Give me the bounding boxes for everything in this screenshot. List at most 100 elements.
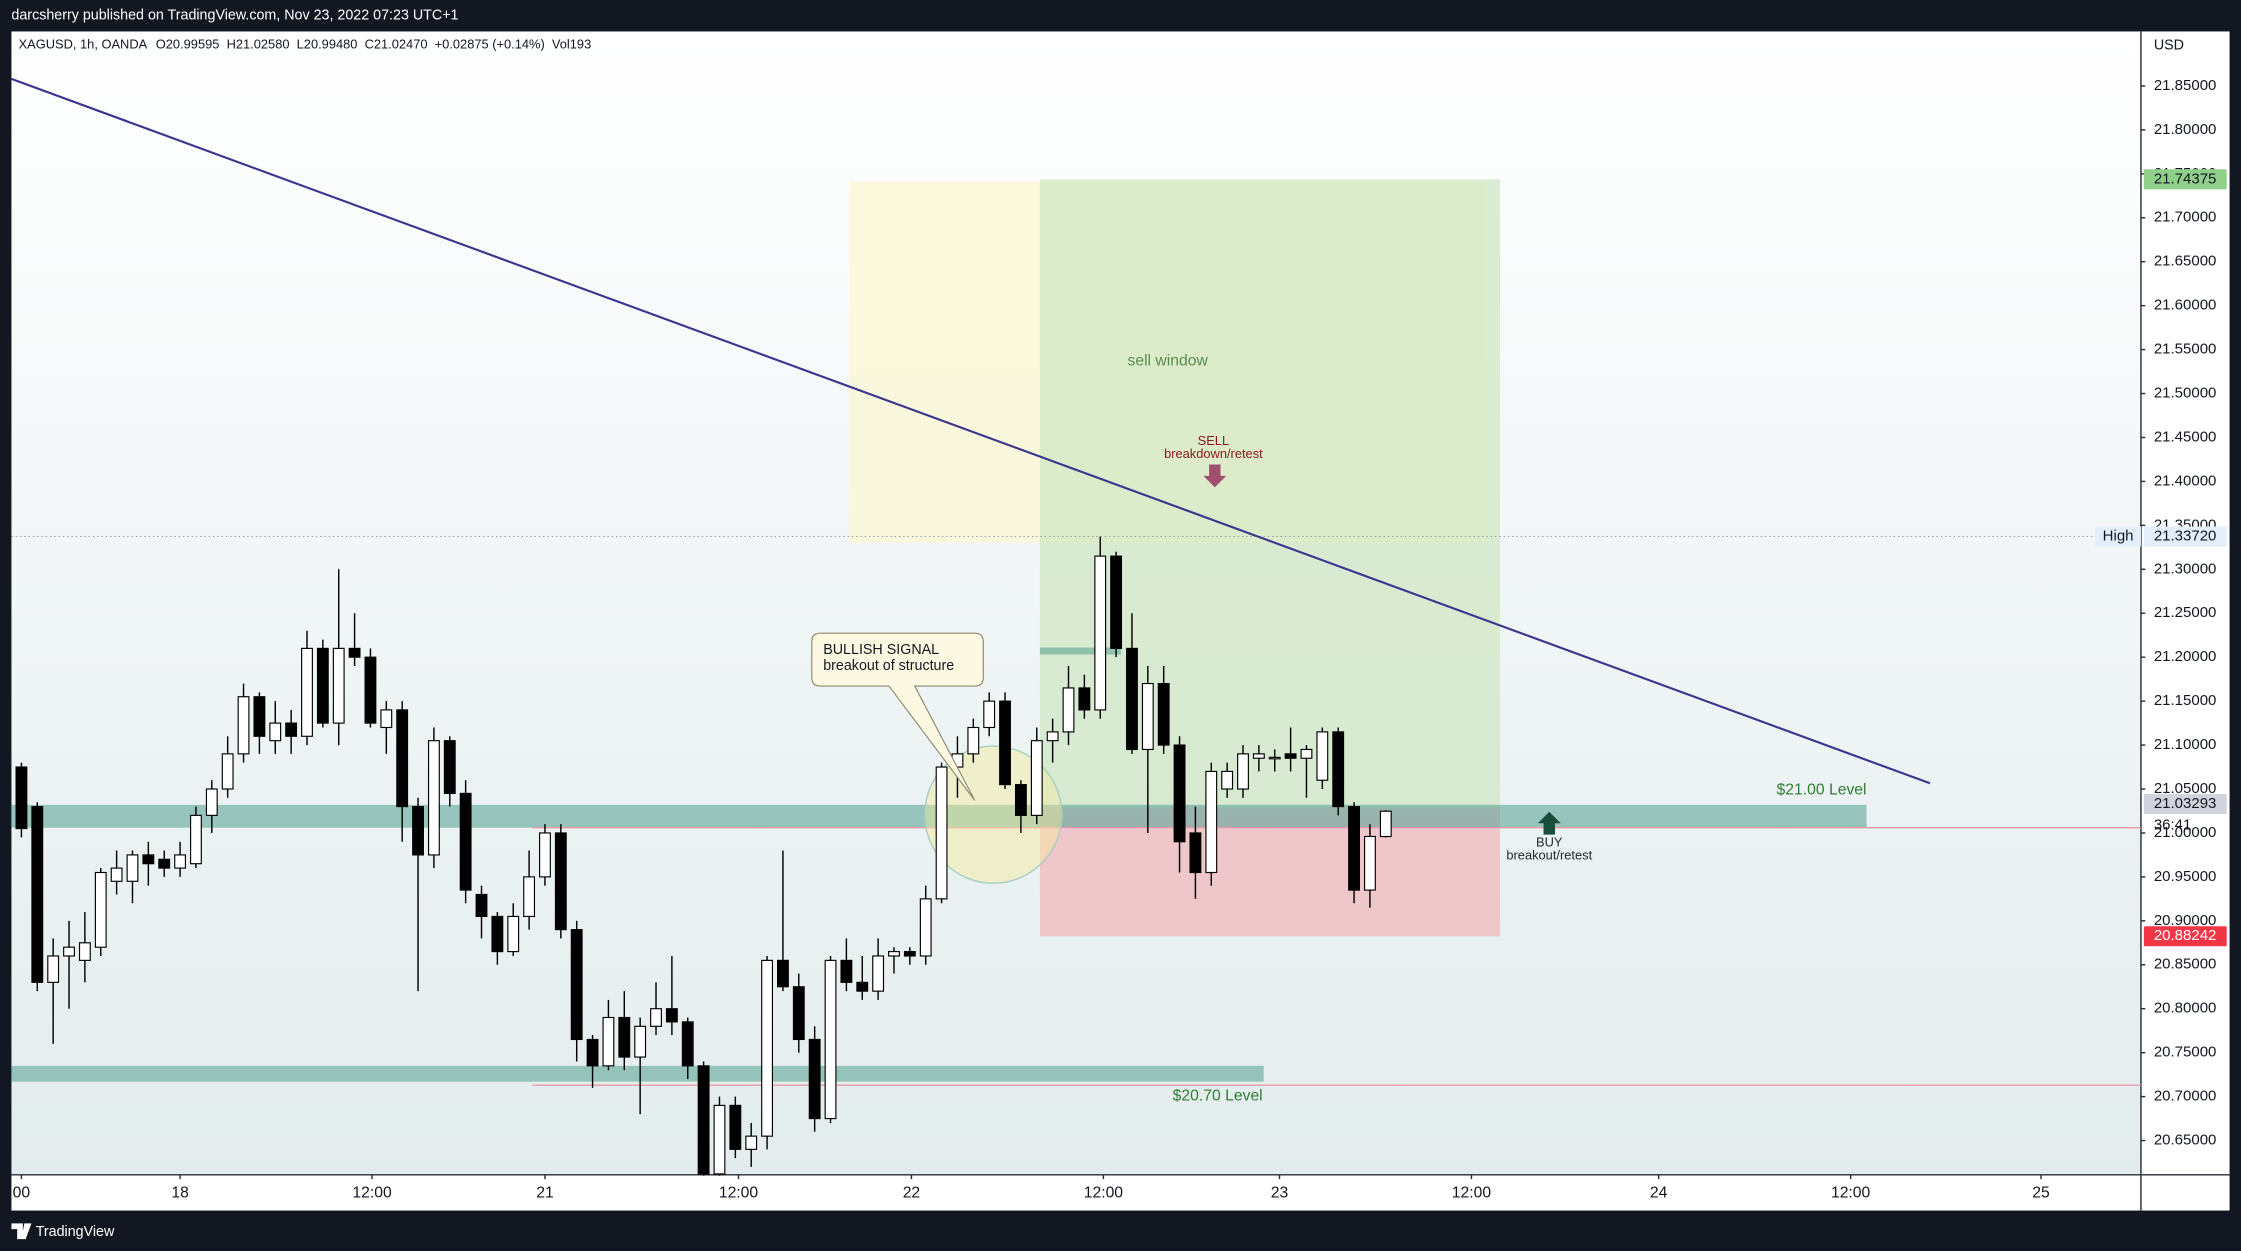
y-tick-label: 20.95000 <box>2154 868 2217 885</box>
x-tick-label: 25 <box>2032 1185 2050 1202</box>
candle-body <box>47 955 60 983</box>
y-tick-label: 20.85000 <box>2154 956 2217 973</box>
candle-body <box>1078 687 1091 711</box>
candle-body <box>586 1038 599 1067</box>
candle-body <box>570 929 583 1041</box>
candle-body <box>554 832 567 931</box>
candle-body <box>1252 753 1265 759</box>
candle-body <box>618 1016 631 1058</box>
candles <box>15 536 1392 1176</box>
y-tick-label: 20.90000 <box>2154 912 2217 929</box>
y-tick-label: 21.25000 <box>2154 604 2217 621</box>
y-tick-label: 20.65000 <box>2154 1132 2217 1149</box>
candle-body <box>63 946 75 957</box>
publisher: darcsherry published on TradingView.com,… <box>11 8 458 24</box>
candle-body <box>15 766 28 830</box>
candle-body <box>348 647 361 658</box>
candle-body <box>237 696 250 755</box>
candle-body <box>983 700 996 729</box>
y-tick-label: 20.70000 <box>2154 1088 2217 1105</box>
candle-body <box>126 854 139 882</box>
legend-volume: Vol193 <box>552 37 591 52</box>
x-tick-label: 24 <box>1650 1185 1668 1202</box>
candle-body <box>459 792 472 891</box>
candle-body <box>332 647 345 724</box>
candle-body <box>110 867 123 882</box>
y-tick-label: 21.50000 <box>2154 384 2217 401</box>
x-tick-label: 23 <box>1271 1185 1289 1202</box>
legend-high: H21.02580 <box>227 37 290 52</box>
candle-body <box>491 915 504 953</box>
candle-body <box>856 981 869 992</box>
legend-close: C21.02470 <box>365 37 428 52</box>
price-labels: 21.74375 21.33720 High 21.03293 36:41 20.8824… <box>2095 169 2227 947</box>
candle-body <box>1237 753 1249 790</box>
legend: XAGUSD, 1h, OANDA O20.99595 H21.02580 L20.9… <box>19 37 592 52</box>
candle-body <box>78 942 91 961</box>
price-label: 21.33720 <box>2154 528 2217 545</box>
candle-body <box>888 951 900 957</box>
candle-body <box>94 871 107 948</box>
time-axis <box>11 1174 2141 1211</box>
candle-body <box>761 959 774 1137</box>
candle-body <box>31 806 44 983</box>
candle-body <box>539 832 551 878</box>
price-axis <box>2140 31 2230 1211</box>
y-tick-label: 21.80000 <box>2154 121 2217 138</box>
trendline <box>11 77 1931 785</box>
price-label: 20.88242 <box>2154 927 2217 944</box>
y-tick-label: 21.45000 <box>2154 428 2217 445</box>
price-label-box <box>2143 169 2227 190</box>
candle-body <box>919 898 932 957</box>
x-tick-label: 00 <box>13 1185 31 1202</box>
candle-body <box>301 647 313 737</box>
candle-body <box>792 986 805 1041</box>
brand-logo <box>11 1223 32 1240</box>
candle-body <box>380 709 393 729</box>
annotation: breakout/retest <box>1506 847 1592 862</box>
y-tick-label: 21.85000 <box>2154 77 2217 94</box>
y-tick-label: 21.15000 <box>2154 692 2217 709</box>
candle-body <box>1094 555 1107 711</box>
candle-body <box>523 876 536 918</box>
y-tick-label: 20.75000 <box>2154 1044 2217 1061</box>
candle-body <box>1062 687 1075 733</box>
price-label-box <box>2143 926 2227 947</box>
candle-body <box>1316 731 1329 781</box>
candle-body <box>1268 756 1281 760</box>
zone <box>1039 807 1501 937</box>
candle-body <box>999 700 1011 786</box>
x-tick-label: 18 <box>171 1185 189 1202</box>
y-tick-label: 21.40000 <box>2154 472 2217 489</box>
candle-body <box>824 959 837 1120</box>
candle-body <box>1014 784 1027 816</box>
candle-body <box>190 814 202 865</box>
candle-body <box>1363 835 1376 891</box>
candle-body <box>475 893 488 918</box>
candle-body <box>412 806 424 856</box>
candle-body <box>1300 748 1313 759</box>
candle-body <box>443 740 456 794</box>
candle-body <box>840 959 853 983</box>
x-tick-label: 21 <box>536 1185 553 1202</box>
annotation: BUY <box>1536 835 1563 850</box>
candle-body <box>1348 806 1360 891</box>
y-tick-label: 21.30000 <box>2154 560 2217 577</box>
candle-body <box>729 1104 742 1150</box>
countdown: 36:41 <box>2154 816 2192 833</box>
candle-body <box>935 766 948 900</box>
candle-body <box>697 1065 710 1175</box>
candle-body <box>713 1104 726 1175</box>
annotation: sell window <box>1127 353 1208 370</box>
candle-body <box>316 647 329 724</box>
zones <box>11 179 1867 1082</box>
candle-body <box>269 722 282 742</box>
candle-body <box>681 1021 694 1067</box>
annotation: breakdown/retest <box>1164 446 1263 461</box>
zone <box>1039 647 1121 655</box>
sell-arrow <box>1203 464 1227 488</box>
lines <box>11 77 2141 1086</box>
annotation: BULLISH SIGNAL <box>823 642 939 658</box>
